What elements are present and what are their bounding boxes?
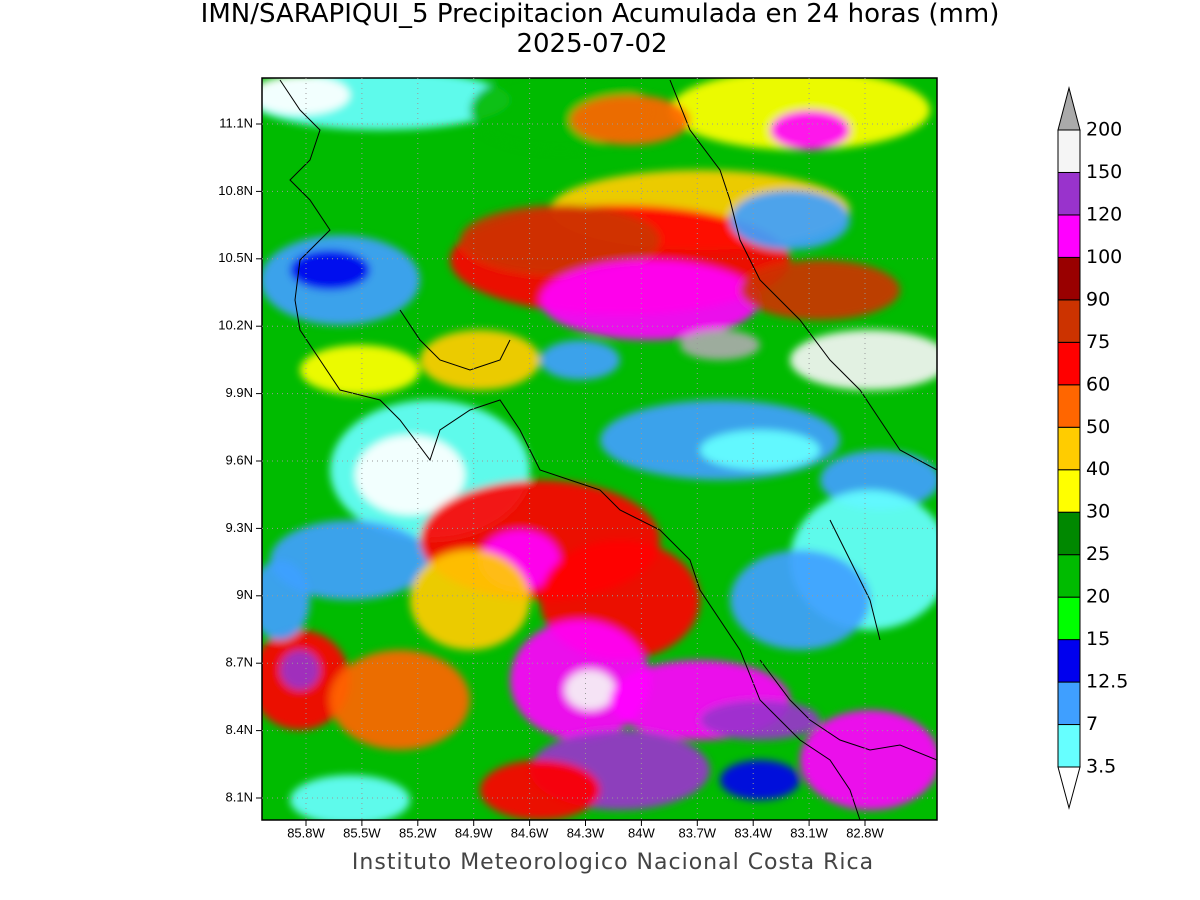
lon-tick-label: 85.5W [343, 825, 381, 840]
colorbar-label: 120 [1086, 203, 1122, 225]
colorbar-box [1057, 596, 1081, 641]
colorbar-box [1057, 554, 1081, 598]
lon-tick-label: 84.9W [455, 825, 493, 840]
precip-field [262, 78, 937, 820]
precip-area [280, 650, 320, 690]
precip-area [300, 345, 420, 395]
colorbar-box [1057, 426, 1081, 471]
lon-tick-label: 84.6W [511, 825, 549, 840]
precip-area [730, 190, 850, 250]
colorbar-label: 90 [1086, 288, 1110, 310]
lon-tick-label: 85.2W [399, 825, 437, 840]
colorbar-label: 50 [1086, 416, 1110, 438]
lon-tick-label: 83.7W [679, 825, 717, 840]
colorbar-label: 75 [1086, 331, 1110, 353]
precip-area [700, 700, 820, 740]
lat-tick-label: 8.4N [226, 722, 253, 737]
colorbar-label: 100 [1086, 246, 1122, 268]
footer: Instituto Meteorologico Nacional Costa R… [352, 850, 874, 875]
colorbar-below [1057, 766, 1081, 810]
lat-tick-label: 8.7N [226, 655, 253, 670]
lat-tick-label: 9.9N [226, 385, 253, 400]
colorbar-above [1057, 86, 1081, 131]
precip-area [740, 260, 900, 320]
precip-area [565, 670, 615, 710]
lat-tick-label: 10.2N [218, 318, 253, 333]
colorbar-label: 150 [1086, 161, 1122, 183]
precip-area [420, 330, 540, 390]
colorbar-label: 12.5 [1086, 671, 1128, 693]
precip-area [800, 710, 937, 810]
lon-tick-label: 84.3W [567, 825, 605, 840]
precip-area [262, 78, 350, 115]
colorbar-box [1057, 129, 1081, 173]
precip-area [460, 205, 660, 275]
lon-tick-label: 85.8W [287, 825, 325, 840]
colorbar-label: 30 [1086, 501, 1110, 523]
plot-frame [261, 77, 938, 821]
colorbar-box [1057, 469, 1081, 513]
precip-area [700, 430, 820, 470]
precip-area [410, 550, 530, 650]
colorbar-box [1057, 681, 1081, 726]
axes: 11.1N 10.8N 10.5N 10.2N 9.9N 9.6N 9.3N 9N 8.7N 8.… [218, 78, 937, 840]
colorbar-label: 15 [1086, 628, 1110, 650]
lon-tick-label: 82.8W [846, 825, 884, 840]
title: IMN/SARAPIQUI_5 Precipitacion Acumulada … [201, 0, 1000, 29]
colorbar-box [1057, 256, 1081, 301]
precip-area [570, 95, 690, 145]
colorbar-label: 60 [1086, 373, 1110, 395]
colorbar-label: 200 [1086, 119, 1122, 141]
colorbar-box [1057, 341, 1081, 386]
colorbar-label: 3.5 [1086, 756, 1116, 778]
lat-tick-label: 10.8N [218, 183, 253, 198]
precip-area [480, 760, 600, 820]
precip-area [290, 250, 370, 290]
precip-area [262, 560, 310, 640]
colorbar-box [1057, 171, 1081, 216]
lat-tick-label: 9.6N [226, 452, 253, 467]
precip-area [270, 520, 430, 600]
lon-tick-label: 83.1W [790, 825, 828, 840]
precip-area [330, 650, 470, 750]
colorbar-label: 25 [1086, 543, 1110, 565]
colorbar-box [1057, 214, 1081, 258]
subtitle: 2025-07-02 [516, 29, 667, 59]
colorbar-label: 20 [1086, 586, 1110, 608]
precip-area [790, 330, 937, 390]
precip-area [680, 330, 760, 360]
colorbar: 3.5 7 12.5 15 20 25 30 40 50 60 75 90 100 120 150 200 [1057, 86, 1128, 810]
lat-tick-label: 9N [236, 587, 253, 602]
precip-area [355, 435, 465, 515]
colorbar-label: 7 [1086, 713, 1098, 735]
field-blobs [262, 78, 937, 820]
lon-tick-label: 84W [628, 825, 655, 840]
lat-tick-label: 11.1N [219, 115, 253, 130]
colorbar-box [1057, 639, 1081, 683]
colorbar-box [1057, 299, 1081, 343]
lat-tick-label: 8.1N [226, 789, 253, 804]
colorbar-label: 40 [1086, 458, 1110, 480]
precip-area [720, 760, 800, 800]
lat-tick-label: 9.3N [226, 520, 253, 535]
colorbar-box [1057, 384, 1081, 428]
colorbar-box [1057, 724, 1081, 768]
precip-area [290, 775, 410, 820]
lon-tick-label: 83.4W [734, 825, 772, 840]
lat-tick-label: 10.5N [218, 250, 253, 265]
precip-area [730, 550, 870, 650]
precip-area [770, 110, 850, 150]
coastlines [279, 79, 937, 820]
precip-area [540, 260, 760, 340]
colorbar-box [1057, 511, 1081, 556]
precip-area [540, 340, 620, 380]
